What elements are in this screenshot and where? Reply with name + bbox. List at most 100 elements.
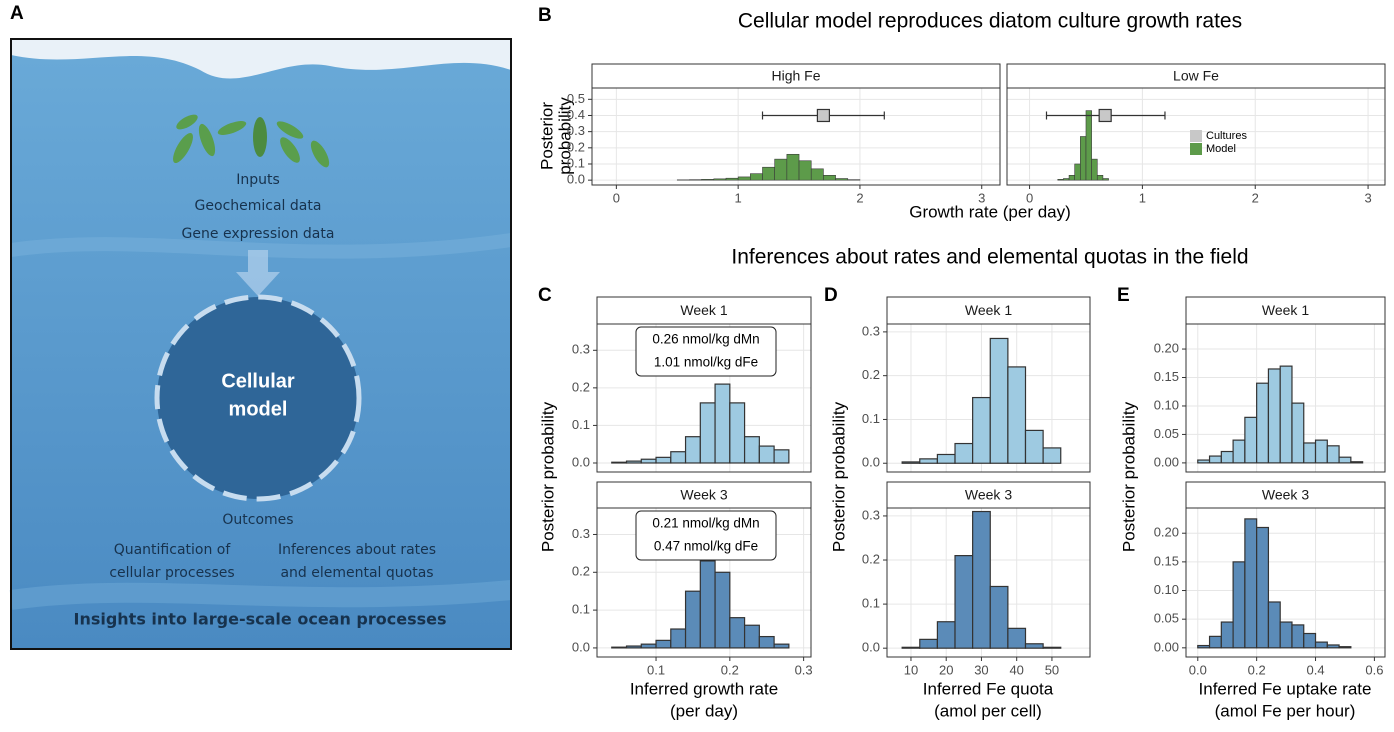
hist-bar [1008, 367, 1026, 463]
y-tick-label: 0.5 [567, 91, 585, 106]
input-item: Gene expression data [182, 226, 335, 242]
y-tick-label: 0.3 [862, 507, 880, 522]
hist-bar [1327, 645, 1339, 648]
hist-bar [715, 572, 730, 648]
legend-swatch [1190, 143, 1202, 155]
hist-bar [799, 161, 811, 180]
chart-title: Cellular model reproduces diatom culture… [738, 10, 1242, 33]
hist-bar [612, 462, 627, 463]
hist-bar [1063, 179, 1069, 181]
y-tick-label: 0.1 [567, 155, 585, 170]
hist-bar [641, 644, 656, 648]
center-label: model [229, 398, 288, 420]
x-tick-label: 0.0 [1189, 662, 1207, 677]
hist-bar [1316, 642, 1328, 648]
x-axis-label: Inferred Fe quota [923, 679, 1054, 698]
x-axis-label: Growth rate (per day) [909, 202, 1071, 221]
hist-bar [1210, 456, 1222, 463]
center-label: Cellular [221, 370, 295, 392]
hist-bar [1221, 622, 1233, 648]
panel-a: Inputs Geochemical data Gene expression … [11, 39, 511, 649]
hist-bar [1097, 175, 1103, 180]
panel-label: E [1117, 285, 1130, 306]
hist-bar [937, 454, 955, 463]
panel-label: D [824, 285, 838, 306]
y-tick-label: 0.1 [862, 596, 880, 611]
facet-label: Week 3 [1262, 487, 1309, 503]
x-tick-label: 0.4 [1306, 662, 1324, 677]
x-tick-label: 0.3 [795, 662, 813, 677]
hist-bar [714, 179, 726, 180]
hist-bar [745, 625, 760, 648]
facet-label: Week 3 [680, 487, 727, 503]
hist-bar [759, 446, 774, 463]
y-tick-label: 0.10 [1154, 582, 1179, 597]
hist-bar [730, 403, 745, 463]
y-tick-label: 0.15 [1154, 369, 1179, 384]
hist-bar [671, 629, 686, 648]
outcome-item: Inferences about rates [278, 542, 436, 558]
hist-bar [920, 639, 938, 648]
inputs-label: Inputs [236, 172, 280, 188]
hist-bar [702, 179, 714, 180]
hist-bar [1086, 111, 1092, 181]
hist-bar [656, 640, 671, 648]
y-tick-label: 0.3 [862, 323, 880, 338]
x-axis-label: Inferred growth rate [630, 679, 778, 698]
x-tick-label: 0.2 [1248, 662, 1266, 677]
y-tick-label: 0.2 [572, 379, 590, 394]
hist-bar [700, 561, 715, 648]
hist-bar [1233, 440, 1245, 463]
hist-bar [1339, 457, 1351, 463]
annotation: 0.47 nmol/kg dFe [654, 539, 758, 554]
x-tick-label: 0 [613, 190, 620, 205]
hist-bar [937, 622, 955, 648]
y-tick-label: 0.15 [1154, 553, 1179, 568]
hist-bar [1069, 175, 1075, 180]
y-tick-label: 0.2 [572, 564, 590, 579]
y-tick-label: 0.4 [567, 107, 585, 122]
x-tick-label: 10 [904, 662, 918, 677]
y-tick-label: 0.20 [1154, 525, 1179, 540]
x-tick-label: 2 [1252, 190, 1259, 205]
hist-bar [1316, 440, 1328, 463]
x-tick-label: 0.2 [721, 662, 739, 677]
y-tick-label: 0.0 [572, 454, 590, 469]
hist-bar [1245, 417, 1257, 463]
y-axis-label: Posterior [537, 102, 556, 170]
x-tick-label: 1 [1139, 190, 1146, 205]
x-axis-label: Inferred Fe uptake rate [1199, 679, 1372, 698]
annotation: 0.21 nmol/kg dMn [652, 516, 759, 531]
hist-bar [1292, 625, 1304, 648]
hist-bar [955, 556, 973, 649]
hist-bar [627, 646, 642, 648]
facet-label: Week 3 [965, 487, 1012, 503]
hist-bar [1257, 383, 1269, 463]
hist-bar [656, 457, 671, 463]
footer-label: Insights into large-scale ocean processe… [73, 610, 446, 629]
x-tick-label: 3 [978, 190, 985, 205]
hist-bar [750, 174, 762, 180]
outcome-item: cellular processes [109, 565, 234, 581]
hist-bar [920, 459, 938, 463]
hist-bar [1092, 159, 1098, 180]
wave [11, 590, 511, 600]
hist-bar [836, 179, 848, 181]
hist-bar [730, 618, 745, 648]
facet: Week 10.000.050.100.150.20 [1154, 297, 1385, 472]
y-axis-label: Posterior probability [829, 401, 848, 552]
hist-bar [1245, 519, 1257, 648]
x-tick-label: 30 [974, 662, 988, 677]
y-tick-label: 0.05 [1154, 426, 1179, 441]
section-title: Inferences about rates and elemental quo… [731, 246, 1248, 269]
hist-bar [726, 178, 738, 180]
facet: Week 3 0.21 nmol/kg dMn 0.47 nmol/kg dFe 0.… [572, 482, 813, 677]
hist-bar [763, 167, 775, 180]
y-tick-label: 0.2 [567, 139, 585, 154]
hist-bar [1327, 446, 1339, 463]
hist-bar [990, 586, 1008, 648]
panel-label: A [10, 3, 24, 24]
